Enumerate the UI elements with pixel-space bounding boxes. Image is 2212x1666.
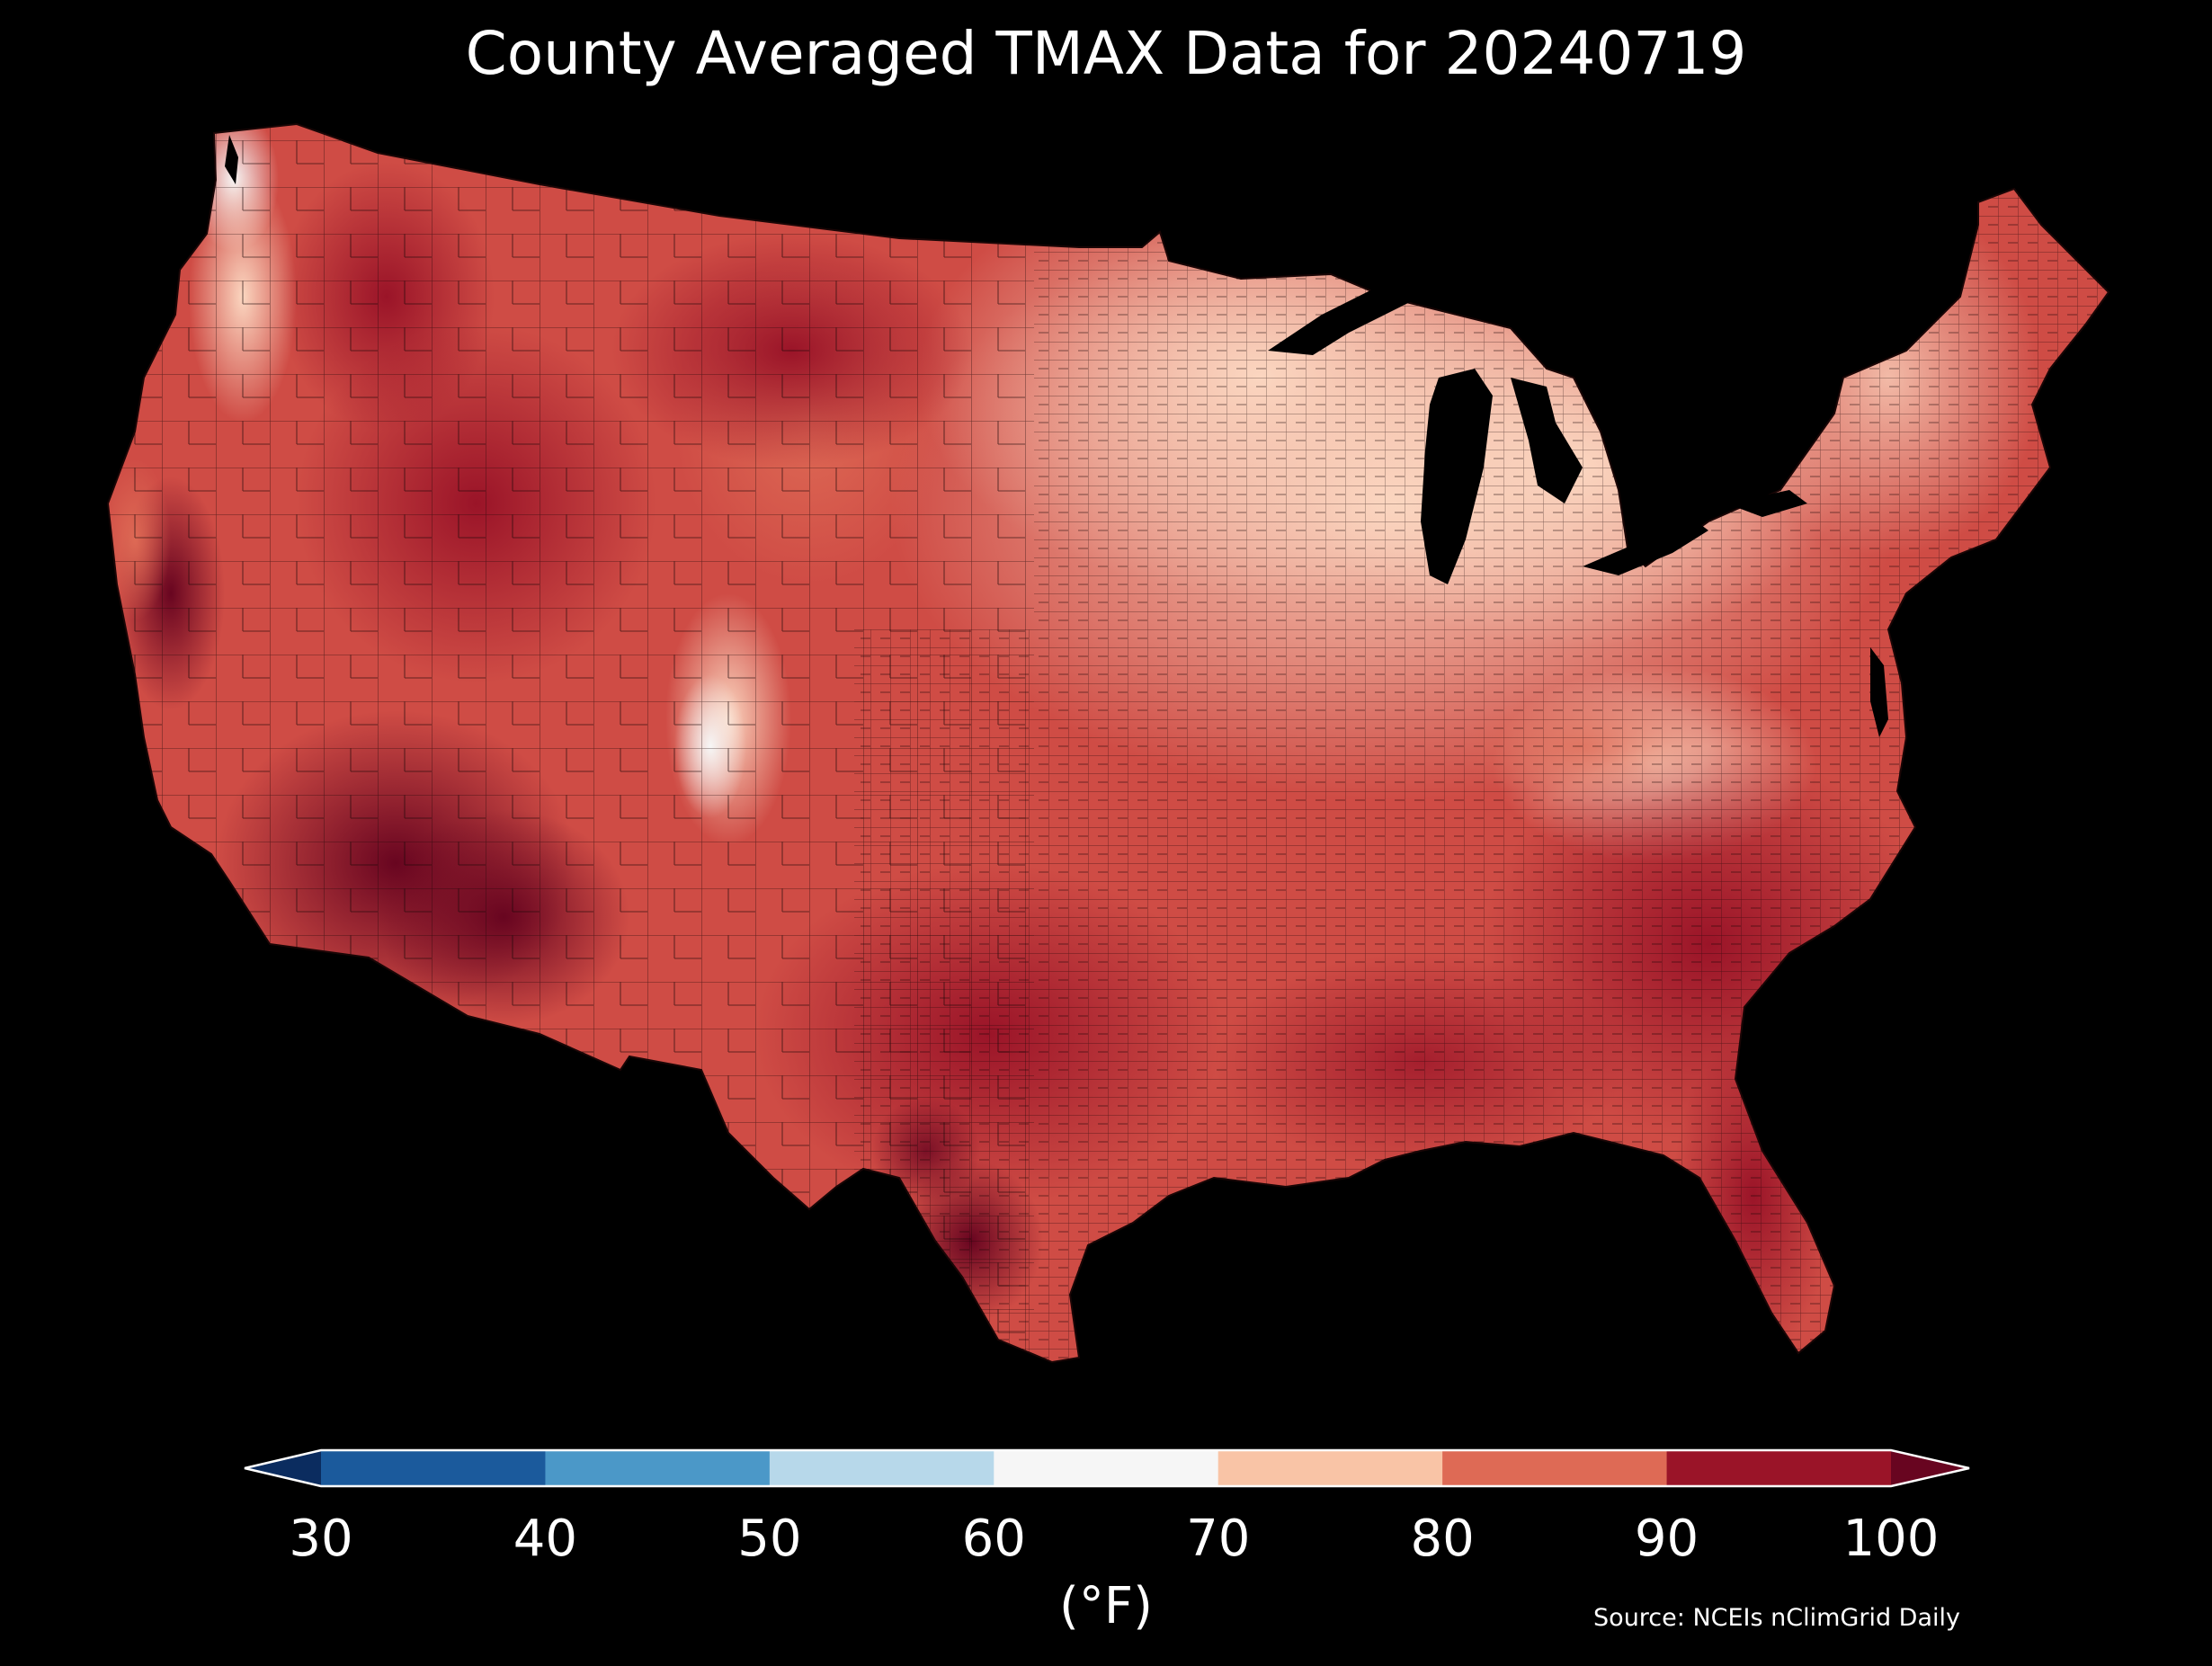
colorbar-tick-label: 30: [289, 1510, 353, 1568]
us-county-map: [106, 122, 2110, 1364]
colorbar-bin-lt30: [245, 1450, 321, 1486]
colorbar-tick-label: 70: [1186, 1510, 1251, 1568]
colorbar-tick-label: 50: [737, 1510, 802, 1568]
colorbar-tick-label: 90: [1634, 1510, 1699, 1568]
colorbar-bin-40-50: [545, 1450, 771, 1486]
colorbar-bin-80-90: [1442, 1450, 1668, 1486]
colorbar-tick-label: 40: [513, 1510, 578, 1568]
great-lakes: [225, 135, 1888, 737]
colorbar-bin-30-40: [321, 1450, 546, 1486]
source-note: Source: NCEIs nClimGrid Daily: [1593, 1604, 1960, 1632]
colorbar-bin-gt100: [1891, 1450, 1969, 1486]
colorbar-bin-60-70: [994, 1450, 1219, 1486]
colorbar-bin-50-60: [769, 1450, 995, 1486]
colorbar-label: (°F): [1059, 1577, 1153, 1635]
colorbar-tick-label: 80: [1410, 1510, 1475, 1568]
colorbar-tick-label: 60: [961, 1510, 1026, 1568]
map-title: County Averaged TMAX Data for 20240719: [465, 19, 1747, 88]
us-outline: [106, 122, 2110, 1364]
colorbar-bin-70-80: [1217, 1450, 1443, 1486]
colorbar-bin-90-100: [1666, 1450, 1892, 1486]
colorbar-tick-label: 100: [1842, 1510, 1940, 1568]
